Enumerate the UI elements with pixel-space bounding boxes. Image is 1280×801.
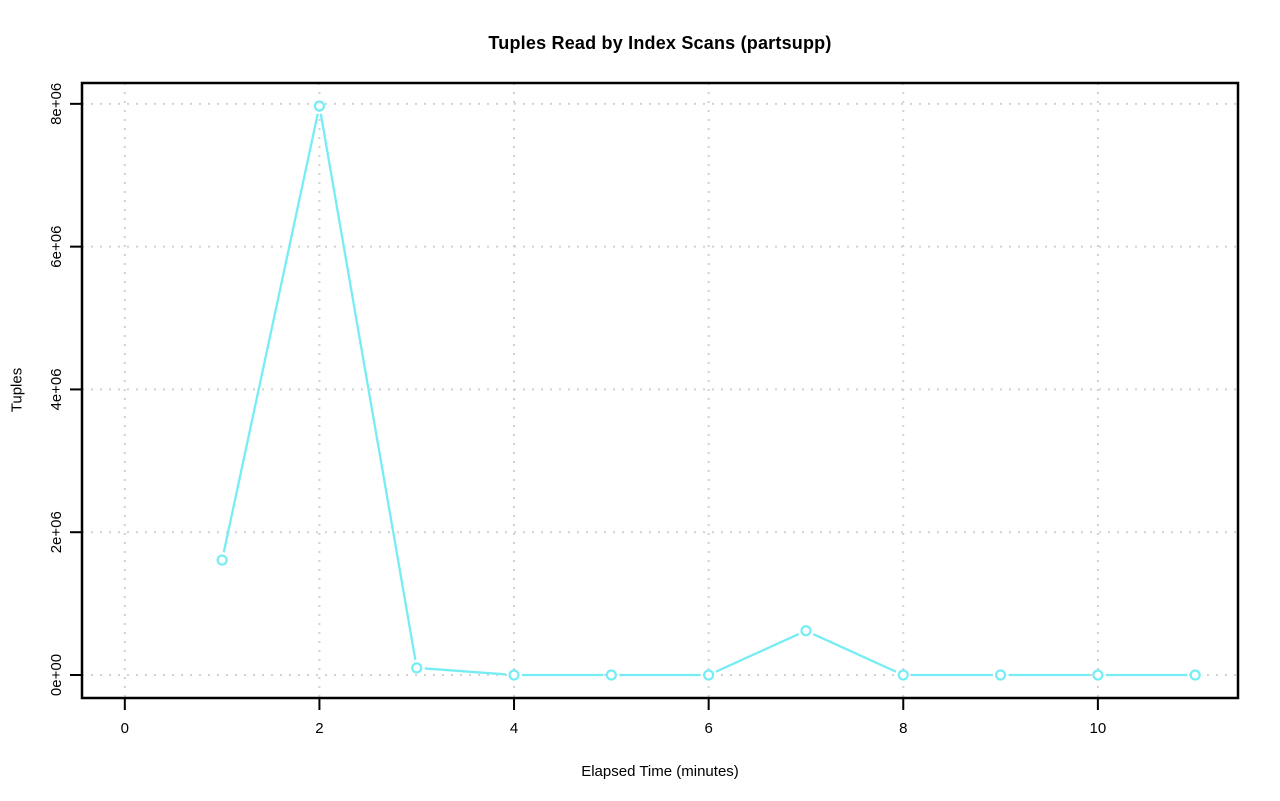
data-line xyxy=(222,113,1188,677)
data-point xyxy=(313,100,326,112)
x-tick-label: 6 xyxy=(704,720,712,737)
data-point xyxy=(800,625,812,637)
y-tick-label: 4e+06 xyxy=(48,368,65,410)
data-point xyxy=(605,669,617,681)
x-tick-label: 4 xyxy=(510,720,518,737)
data-point xyxy=(703,669,715,681)
x-tick-label: 8 xyxy=(899,720,907,737)
data-point xyxy=(897,669,909,681)
x-tick-label: 10 xyxy=(1090,720,1107,737)
y-tick-label: 6e+06 xyxy=(48,226,65,268)
y-tick-label: 0e+00 xyxy=(48,654,65,696)
plot-box xyxy=(80,81,1240,700)
data-point xyxy=(411,662,423,674)
x-tick-label: 0 xyxy=(121,720,129,737)
grid-lines xyxy=(82,83,1238,698)
y-tick-label: 2e+06 xyxy=(48,511,65,553)
x-axis-label: Elapsed Time (minutes) xyxy=(581,763,739,780)
y-tick-label: 8e+06 xyxy=(48,83,65,125)
tick-labels: 0 2 4 6 8 10 0e+00 2e+06 4e+06 6e+06 8e+06 xyxy=(48,83,1106,737)
chart-title: Tuples Read by Index Scans (partsupp) xyxy=(488,33,832,53)
data-point xyxy=(994,669,1007,681)
data-point xyxy=(508,669,520,681)
data-point xyxy=(216,554,228,566)
data-points xyxy=(216,100,1201,681)
y-axis-label: Tuples xyxy=(8,368,25,412)
data-point xyxy=(1092,669,1104,681)
data-point xyxy=(1189,669,1201,681)
axis-ticks xyxy=(70,102,1099,710)
x-tick-label: 2 xyxy=(315,720,323,737)
